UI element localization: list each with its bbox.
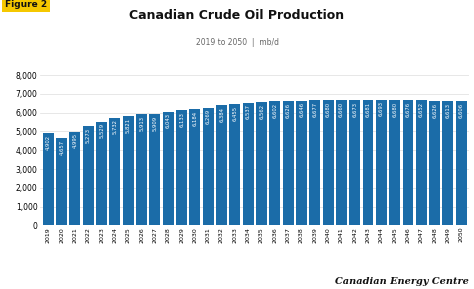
Bar (402, 100, 413, 225)
Text: Canadian Crude Oil Production: Canadian Crude Oil Production (129, 9, 345, 22)
Text: 6,184: 6,184 (192, 111, 197, 126)
Text: 6,681: 6,681 (365, 101, 371, 116)
Bar (123, 116, 134, 225)
Bar (349, 100, 360, 225)
Bar (283, 101, 293, 225)
Text: 6,626: 6,626 (285, 103, 291, 118)
Text: 5,732: 5,732 (112, 119, 118, 134)
Text: 6,606: 6,606 (459, 103, 464, 118)
Text: Figure 2: Figure 2 (5, 0, 47, 9)
Bar (203, 108, 214, 225)
Bar (336, 100, 347, 225)
Text: 6,626: 6,626 (432, 103, 437, 118)
Bar (136, 114, 147, 225)
Text: 4,902: 4,902 (46, 135, 51, 150)
Bar (296, 101, 307, 225)
Text: 5,913: 5,913 (139, 116, 144, 131)
Text: 6,646: 6,646 (299, 102, 304, 117)
Bar (96, 122, 107, 225)
Text: 6,269: 6,269 (206, 109, 210, 124)
Bar (109, 118, 120, 225)
Bar (83, 126, 94, 225)
Bar (389, 100, 400, 225)
Bar (376, 100, 387, 225)
Bar (190, 109, 201, 225)
Bar (43, 133, 54, 225)
Text: 6,677: 6,677 (312, 101, 317, 117)
Bar (309, 100, 320, 225)
Bar (269, 101, 280, 225)
Text: 6,660: 6,660 (339, 102, 344, 117)
Bar (243, 103, 254, 225)
Text: 6,652: 6,652 (419, 102, 424, 117)
Text: 4,995: 4,995 (73, 133, 77, 148)
Bar (70, 131, 81, 225)
Text: 5,821: 5,821 (126, 118, 131, 133)
Text: 6,562: 6,562 (259, 104, 264, 119)
Text: 5,909: 5,909 (152, 116, 157, 131)
Text: 6,680: 6,680 (392, 101, 397, 116)
Text: 6,602: 6,602 (272, 103, 277, 118)
Text: 4,657: 4,657 (59, 139, 64, 155)
Text: 6,676: 6,676 (405, 101, 410, 117)
Bar (416, 101, 427, 225)
Bar (229, 104, 240, 225)
Bar (56, 138, 67, 225)
Text: 6,455: 6,455 (232, 106, 237, 121)
Text: 5,529: 5,529 (99, 123, 104, 138)
Bar (216, 105, 227, 225)
Bar (456, 101, 467, 225)
Bar (323, 100, 334, 225)
Text: 6,384: 6,384 (219, 107, 224, 122)
Text: 6,680: 6,680 (326, 101, 330, 116)
Bar (256, 102, 267, 225)
Bar (163, 112, 173, 225)
Bar (363, 100, 374, 225)
Bar (176, 110, 187, 225)
Bar (429, 101, 440, 225)
Text: 6,613: 6,613 (446, 103, 450, 118)
Text: 6,693: 6,693 (379, 101, 384, 116)
Text: 6,673: 6,673 (352, 101, 357, 116)
Text: 2019 to 2050  |  mb/d: 2019 to 2050 | mb/d (195, 38, 279, 47)
Bar (149, 114, 160, 225)
Text: Canadian Energy Centre: Canadian Energy Centre (336, 277, 469, 286)
Bar (443, 101, 454, 225)
Text: 6,537: 6,537 (246, 104, 251, 119)
Text: 5,273: 5,273 (86, 128, 91, 143)
Text: 6,133: 6,133 (179, 112, 184, 127)
Text: 6,043: 6,043 (166, 113, 171, 128)
